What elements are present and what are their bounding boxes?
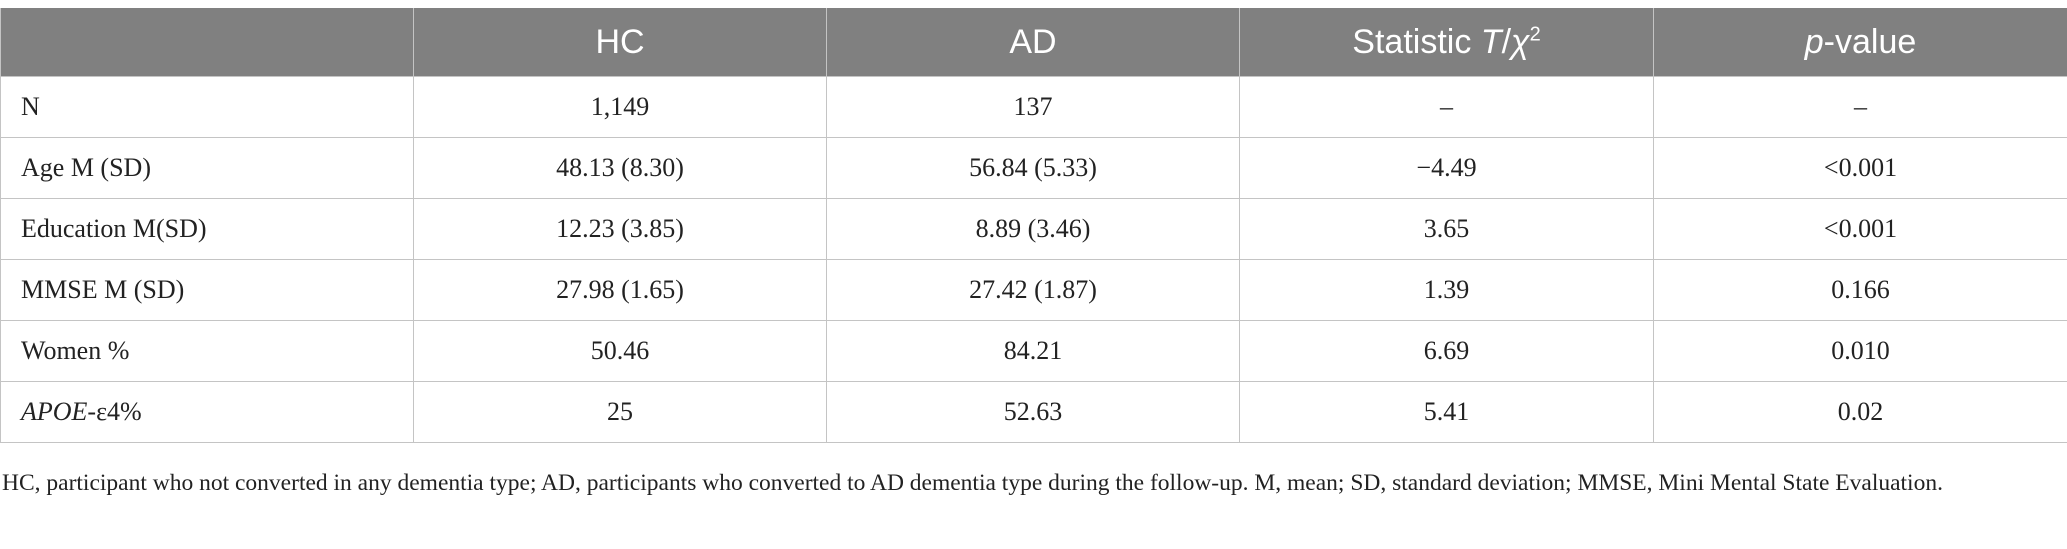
row-label: APOE-ε4% [0,381,414,443]
table-row: APOE-ε4% 25 52.63 5.41 0.02 [0,381,2067,443]
header-statistic-prefix: Statistic [1352,22,1481,61]
demographics-table: HC AD Statistic T/χ2 p-value N 1,149 137… [0,8,2067,443]
cell-statistic: −4.49 [1239,137,1654,199]
table-footnote: HC, participant who not converted in any… [2,470,1943,496]
table-header: HC AD Statistic T/χ2 p-value [0,8,2067,77]
table-row: MMSE M (SD) 27.98 (1.65) 27.42 (1.87) 1.… [0,259,2067,321]
cell-statistic: 6.69 [1239,320,1654,382]
header-label-cell [0,8,414,77]
cell-ad: 84.21 [826,320,1240,382]
cell-p: – [1653,76,2067,138]
header-pvalue: p-value [1653,8,2067,77]
row-label: Women % [0,320,414,382]
cell-hc: 12.23 (3.85) [413,198,827,260]
cell-statistic: 1.39 [1239,259,1654,321]
row-label: Age M (SD) [0,137,414,199]
cell-statistic: – [1239,76,1654,138]
header-statistic: Statistic T/χ2 [1239,8,1654,77]
cell-p: 0.010 [1653,320,2067,382]
header-hc: HC [413,8,827,77]
row-label: MMSE M (SD) [0,259,414,321]
header-row: HC AD Statistic T/χ2 p-value [0,8,2067,77]
cell-p: <0.001 [1653,137,2067,199]
cell-ad: 8.89 (3.46) [826,198,1240,260]
cell-hc: 48.13 (8.30) [413,137,827,199]
cell-ad: 137 [826,76,1240,138]
header-statistic-chi: χ [1511,22,1530,61]
header-statistic-sup: 2 [1529,23,1541,46]
row-label: Education M(SD) [0,198,414,260]
header-pvalue-rest: -value [1823,22,1917,61]
row-label: N [0,76,414,138]
cell-ad: 56.84 (5.33) [826,137,1240,199]
table-row: Women % 50.46 84.21 6.69 0.010 [0,320,2067,382]
header-statistic-t: T [1480,22,1502,61]
cell-statistic: 5.41 [1239,381,1654,443]
table-row: Education M(SD) 12.23 (3.85) 8.89 (3.46)… [0,198,2067,260]
cell-hc: 50.46 [413,320,827,382]
row-label-apoe: APOE [21,397,88,426]
cell-p: 0.02 [1653,381,2067,443]
cell-hc: 27.98 (1.65) [413,259,827,321]
header-pvalue-p: p [1804,22,1824,61]
row-label-rest: -ε4% [87,397,142,426]
header-ad: AD [826,8,1240,77]
table-row: N 1,149 137 – – [0,76,2067,138]
table-row: Age M (SD) 48.13 (8.30) 56.84 (5.33) −4.… [0,137,2067,199]
cell-ad: 52.63 [826,381,1240,443]
header-statistic-slash: / [1501,22,1512,61]
cell-hc: 25 [413,381,827,443]
cell-p: <0.001 [1653,198,2067,260]
cell-ad: 27.42 (1.87) [826,259,1240,321]
cell-hc: 1,149 [413,76,827,138]
cell-statistic: 3.65 [1239,198,1654,260]
table-body: N 1,149 137 – – Age M (SD) 48.13 (8.30) … [0,76,2067,443]
cell-p: 0.166 [1653,259,2067,321]
